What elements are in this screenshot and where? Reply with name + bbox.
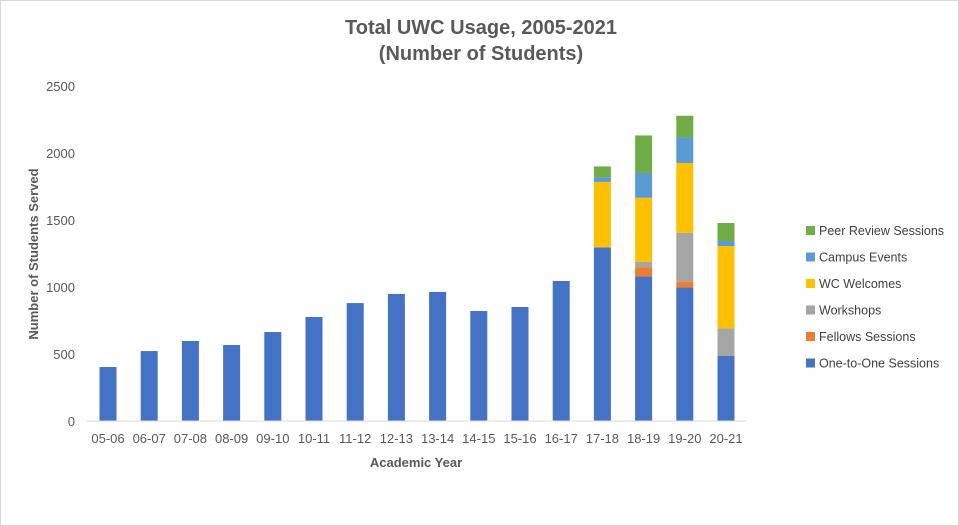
legend-swatch <box>806 252 815 262</box>
bar-one-to-one-sessions-18-19 <box>635 276 653 421</box>
bar-peer-review-sessions-17-18 <box>593 166 611 178</box>
legend-label: One-to-One Sessions <box>819 357 939 371</box>
bar-campus-events-20-21 <box>717 241 735 246</box>
bar-one-to-one-sessions-11-12 <box>346 303 364 421</box>
legend-label: Fellows Sessions <box>819 330 916 344</box>
x-tick-label: 16-17 <box>545 431 578 446</box>
y-tick-label: 1500 <box>46 213 75 228</box>
bar-wc-welcomes-19-20 <box>676 163 694 233</box>
bar-campus-events-18-19 <box>635 172 653 198</box>
legend-label: Peer Review Sessions <box>819 224 944 238</box>
x-tick-label: 10-11 <box>298 431 330 446</box>
bar-one-to-one-sessions-09-10 <box>264 332 282 421</box>
bar-peer-review-sessions-20-21 <box>717 222 735 242</box>
bar-wc-welcomes-17-18 <box>593 181 611 248</box>
x-axis-label: Academic Year <box>370 455 462 470</box>
bar-workshops-18-19 <box>635 261 653 268</box>
legend-swatch <box>806 305 815 315</box>
bar-campus-events-19-20 <box>676 137 694 164</box>
legend-swatch <box>806 358 815 368</box>
y-tick-label: 2500 <box>46 79 75 94</box>
y-axis-label: Number of Students Served <box>26 168 41 339</box>
x-tick-label: 09-10 <box>256 431 289 446</box>
x-tick-label: 11-12 <box>339 431 371 446</box>
legend-label: Campus Events <box>819 251 907 265</box>
x-tick-label: 05-06 <box>91 431 124 446</box>
x-tick-label: 17-18 <box>586 431 619 446</box>
y-tick-label: 2000 <box>46 146 75 161</box>
bar-one-to-one-sessions-13-14 <box>429 291 447 421</box>
bar-one-to-one-sessions-14-15 <box>470 310 488 421</box>
y-tick-label: 500 <box>53 347 75 362</box>
x-tick-label: 19-20 <box>668 431 701 446</box>
bar-one-to-one-sessions-08-09 <box>223 345 241 421</box>
chart-title-line2: (Number of Students) <box>379 43 583 65</box>
bar-peer-review-sessions-18-19 <box>635 135 653 173</box>
bar-one-to-one-sessions-17-18 <box>593 247 611 421</box>
bar-one-to-one-sessions-10-11 <box>305 317 323 421</box>
bar-one-to-one-sessions-12-13 <box>387 293 405 421</box>
x-tick-label: 20-21 <box>709 431 742 446</box>
bar-wc-welcomes-20-21 <box>717 245 735 329</box>
legend-label: WC Welcomes <box>819 277 901 291</box>
legend-swatch <box>806 332 815 341</box>
bar-campus-events-17-18 <box>593 177 611 182</box>
bar-one-to-one-sessions-16-17 <box>552 280 570 421</box>
bar-wc-welcomes-18-19 <box>635 197 653 262</box>
bar-one-to-one-sessions-19-20 <box>676 287 694 421</box>
bar-one-to-one-sessions-07-08 <box>181 341 199 421</box>
x-tick-label: 08-09 <box>215 431 248 446</box>
x-tick-label: 06-07 <box>133 431 166 446</box>
x-tick-label: 18-19 <box>627 431 660 446</box>
bar-one-to-one-sessions-15-16 <box>511 306 529 421</box>
bar-peer-review-sessions-19-20 <box>676 115 694 138</box>
chart-title-line1: Total UWC Usage, 2005-2021 <box>345 17 617 39</box>
x-tick-label: 12-13 <box>380 431 413 446</box>
x-tick-label: 14-15 <box>462 431 495 446</box>
bar-workshops-19-20 <box>676 232 694 282</box>
y-tick-label: 1000 <box>46 280 75 295</box>
x-tick-label: 13-14 <box>421 431 454 446</box>
bar-one-to-one-sessions-05-06 <box>99 366 117 421</box>
y-tick-label: 0 <box>68 414 75 429</box>
bar-fellows-sessions-18-19 <box>635 267 653 277</box>
bar-workshops-20-21 <box>717 328 735 357</box>
legend-swatch <box>806 226 815 235</box>
bar-one-to-one-sessions-20-21 <box>717 356 735 421</box>
x-tick-label: 07-08 <box>174 431 207 446</box>
bar-one-to-one-sessions-06-07 <box>140 351 158 421</box>
legend-label: Workshops <box>819 304 881 318</box>
legend-swatch <box>806 279 815 288</box>
bar-fellows-sessions-19-20 <box>676 281 694 288</box>
x-tick-label: 15-16 <box>503 431 536 446</box>
